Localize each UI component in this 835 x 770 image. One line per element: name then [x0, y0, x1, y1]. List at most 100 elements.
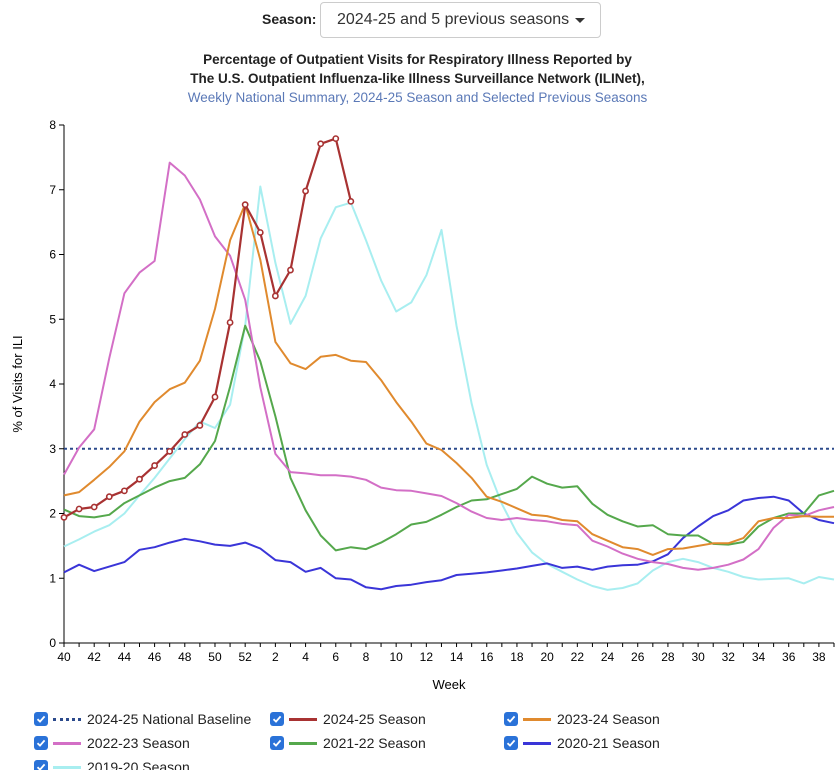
x-tick-label: 16 [480, 650, 494, 664]
x-tick-label: 34 [752, 650, 766, 664]
checkbox-checked-icon[interactable] [270, 736, 284, 750]
checkbox-checked-icon[interactable] [34, 760, 48, 770]
x-tick-label: 36 [782, 650, 796, 664]
season-label: Season: [262, 11, 317, 27]
legend-item-2024-25-national-baseline[interactable]: 2024-25 National Baseline [34, 708, 251, 730]
x-axis-title: Week [433, 677, 466, 692]
legend-label: 2019-20 Season [87, 759, 190, 770]
legend-label: 2024-25 Season [323, 711, 426, 727]
data-point-2024-25-season [90, 503, 98, 511]
x-tick-label: 46 [148, 650, 162, 664]
legend-label: 2020-21 Season [557, 735, 660, 751]
data-point-2024-25-season [105, 493, 113, 501]
legend-item-2023-24-season[interactable]: 2023-24 Season [504, 708, 660, 730]
checkbox-checked-icon[interactable] [34, 712, 48, 726]
data-point-2024-25-season [120, 487, 128, 495]
data-point-2024-25-season [226, 319, 234, 326]
season-selector-bar: Season: 2024-25 and 5 previous seasons [0, 0, 835, 40]
data-point-2024-25-season [241, 201, 249, 209]
legend-item-2022-23-season[interactable]: 2022-23 Season [34, 732, 190, 754]
legend-label: 2024-25 National Baseline [87, 711, 252, 727]
caret-down-icon [575, 17, 586, 23]
data-point-2024-25-season [181, 431, 189, 438]
y-axis-title: % of Visits for ILI [10, 335, 25, 432]
chart-title-line1: Percentage of Outpatient Visits for Resp… [203, 52, 632, 67]
series-line-2024-25-season [63, 137, 352, 519]
y-tick-label: 1 [49, 571, 56, 585]
checkbox-checked-icon[interactable] [504, 712, 518, 726]
legend-swatch [289, 741, 317, 745]
x-tick-label: 22 [571, 650, 585, 664]
legend-item-2020-21-season[interactable]: 2020-21 Season [504, 732, 660, 754]
legend-swatch [53, 765, 81, 769]
chart-legend: 2024-25 National Baseline 2024-25 Season 2… [34, 708, 834, 770]
x-tick-label: 44 [118, 650, 132, 664]
x-tick-label: 28 [661, 650, 675, 664]
x-tick-label: 18 [510, 650, 524, 664]
season-select-value: 2024-25 and 5 previous seasons [337, 11, 570, 28]
data-point-2024-25-season [347, 198, 355, 205]
y-tick-label: 8 [49, 118, 56, 132]
y-tick-label: 5 [49, 312, 56, 326]
y-tick-label: 4 [49, 377, 56, 391]
season-select[interactable]: 2024-25 and 5 previous seasons [320, 2, 601, 38]
x-tick-label: 24 [601, 650, 615, 664]
legend-item-2024-25-season[interactable]: 2024-25 Season [270, 708, 426, 730]
y-tick-label: 0 [49, 636, 56, 650]
legend-swatch [523, 717, 551, 721]
data-point-2024-25-season [166, 447, 174, 455]
y-tick-label: 2 [49, 507, 56, 521]
legend-swatch [53, 717, 81, 721]
data-point-2024-25-season [287, 266, 294, 274]
y-tick-label: 7 [49, 183, 56, 197]
chart-title-line2: The U.S. Outpatient Influenza-like Illne… [190, 71, 645, 86]
x-tick-label: 52 [238, 650, 252, 664]
legend-swatch [523, 741, 551, 745]
legend-swatch [53, 741, 81, 745]
data-point-2024-25-season [196, 422, 204, 429]
data-point-2024-25-season [136, 475, 143, 483]
data-point-2024-25-season [211, 393, 219, 401]
x-tick-label: 40 [57, 650, 71, 664]
data-point-2024-25-season [60, 513, 68, 521]
x-tick-label: 10 [389, 650, 403, 664]
x-tick-label: 4 [302, 650, 309, 664]
checkbox-checked-icon[interactable] [270, 712, 284, 726]
x-tick-label: 2 [272, 650, 279, 664]
x-tick-label: 30 [691, 650, 705, 664]
legend-item-2021-22-season[interactable]: 2021-22 Season [270, 732, 426, 754]
x-tick-label: 8 [363, 650, 370, 664]
legend-swatch [289, 717, 317, 721]
data-point-2024-25-season [332, 135, 340, 142]
series-line-2023-24-season [63, 203, 834, 556]
x-tick-label: 32 [722, 650, 736, 664]
x-tick-label: 38 [812, 650, 826, 664]
data-point-2024-25-season [302, 187, 309, 195]
chart-subtitle: Weekly National Summary, 2024-25 Season … [187, 90, 648, 105]
data-point-2024-25-season [271, 292, 279, 300]
series-line-2022-23-season [63, 161, 835, 571]
series-line-2020-21-season [63, 495, 835, 591]
x-tick-label: 20 [540, 650, 554, 664]
y-tick-label: 3 [49, 442, 56, 456]
y-tick-label: 6 [49, 248, 56, 262]
series-line-2021-22-season [63, 324, 835, 552]
legend-label: 2021-22 Season [323, 735, 426, 751]
legend-label: 2022-23 Season [87, 735, 190, 751]
checkbox-checked-icon[interactable] [504, 736, 518, 750]
x-tick-label: 50 [208, 650, 222, 664]
x-tick-label: 42 [88, 650, 102, 664]
series-line-2019-20-season [63, 185, 835, 591]
x-tick-label: 26 [631, 650, 645, 664]
checkbox-checked-icon[interactable] [34, 736, 48, 750]
chart-titles: Percentage of Outpatient Visits for Resp… [0, 50, 835, 107]
x-tick-label: 14 [450, 650, 464, 664]
data-point-2024-25-season [151, 462, 158, 469]
legend-label: 2023-24 Season [557, 711, 660, 727]
x-tick-label: 6 [332, 650, 339, 664]
x-tick-label: 12 [420, 650, 434, 664]
x-tick-label: 48 [178, 650, 192, 664]
data-point-2024-25-season [256, 229, 264, 236]
legend-item-2019-20-season[interactable]: 2019-20 Season [34, 756, 190, 770]
